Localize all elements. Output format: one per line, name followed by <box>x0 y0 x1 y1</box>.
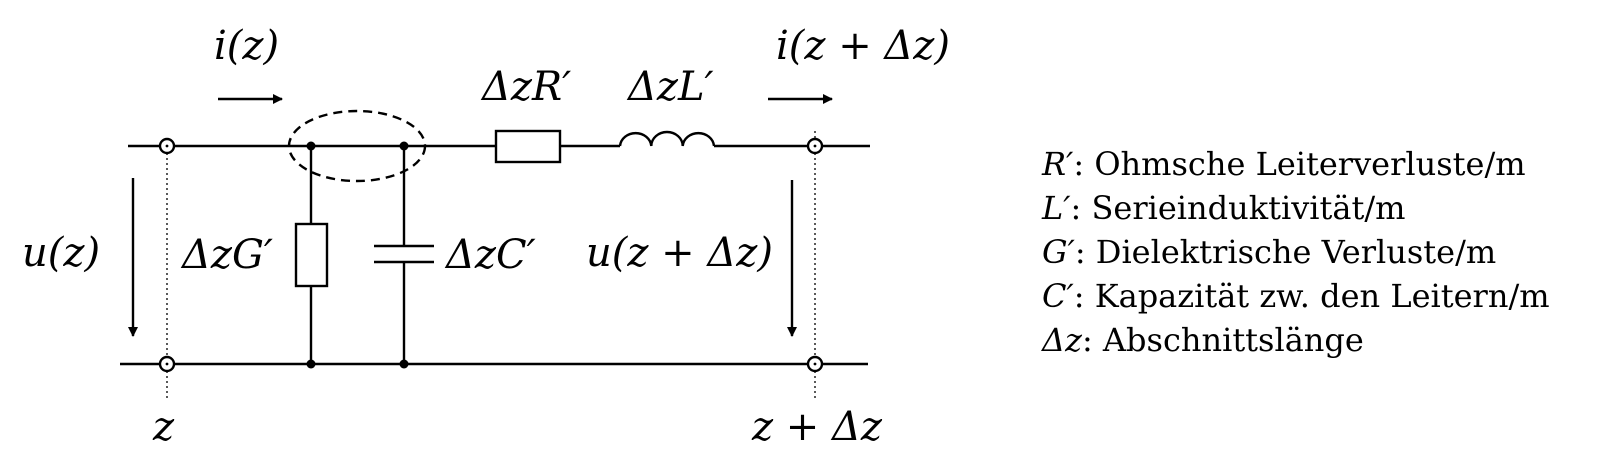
series-resistor <box>494 129 562 164</box>
legend: R′: Ohmsche Leiterverluste/m L′: Seriein… <box>1040 145 1550 359</box>
terminal-top-left <box>158 137 176 155</box>
current-label-right: i(z + Δz) <box>776 23 950 69</box>
legend-item: C′: Kapazität zw. den Leitern/m <box>1042 277 1550 315</box>
junction-dot <box>399 359 409 369</box>
junction-dot <box>399 141 409 151</box>
position-label-right: z + Δz <box>751 404 883 450</box>
voltage-label-left: u(z) <box>22 230 100 276</box>
current-label-left: i(z) <box>214 23 279 69</box>
position-label-left: z <box>152 404 175 450</box>
legend-item: Δz: Abschnittslänge <box>1040 321 1364 359</box>
junction-dot <box>306 359 316 369</box>
shunt-conductance <box>294 146 329 364</box>
legend-item: L′: Serieinduktivität/m <box>1041 189 1405 227</box>
series-inductor <box>618 130 716 147</box>
legend-item: G′: Dielektrische Verluste/m <box>1042 233 1496 271</box>
voltage-label-right: u(z + Δz) <box>586 230 773 276</box>
series-resistor-label: ΔzR′ <box>480 64 571 110</box>
junction-dot <box>306 141 316 151</box>
shunt-conductance-label: ΔzG′ <box>180 232 273 278</box>
shunt-capacitor <box>374 146 434 364</box>
series-inductor-label: ΔzL′ <box>626 64 714 110</box>
shunt-capacitor-label: ΔzC′ <box>444 232 536 278</box>
legend-item: R′: Ohmsche Leiterverluste/m <box>1041 145 1526 183</box>
dashed-ellipse <box>287 109 427 183</box>
terminal-bottom-right <box>806 355 824 373</box>
terminal-top-right <box>806 137 824 155</box>
terminal-bottom-left <box>158 355 176 373</box>
